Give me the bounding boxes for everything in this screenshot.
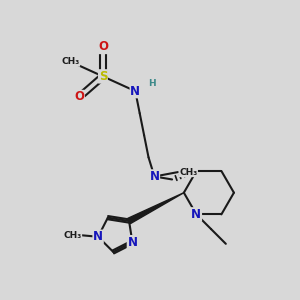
Text: O: O bbox=[98, 40, 108, 53]
Text: N: N bbox=[130, 85, 140, 98]
Text: H: H bbox=[148, 79, 155, 88]
Text: CH₃: CH₃ bbox=[61, 57, 80, 66]
Text: S: S bbox=[99, 70, 107, 83]
Text: N: N bbox=[128, 236, 137, 249]
Text: CH₃: CH₃ bbox=[63, 231, 82, 240]
Text: N: N bbox=[191, 208, 201, 221]
Text: CH₃: CH₃ bbox=[179, 168, 197, 177]
Text: O: O bbox=[74, 91, 84, 103]
Text: N: N bbox=[93, 230, 103, 243]
Polygon shape bbox=[128, 193, 184, 224]
Text: N: N bbox=[149, 170, 159, 183]
